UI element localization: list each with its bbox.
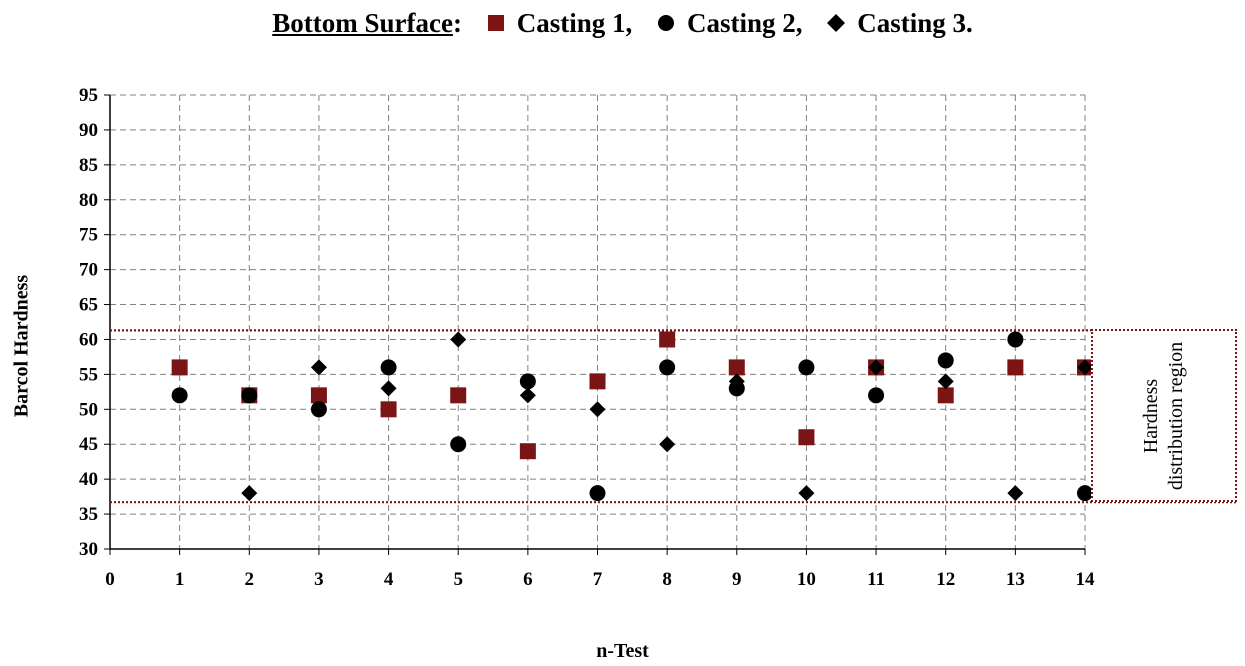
point-casting-1 [310, 387, 327, 404]
point-casting-2 [798, 359, 815, 376]
point-casting-1 [380, 401, 397, 418]
x-tick-label: 10 [797, 569, 816, 590]
x-tick-label: 2 [245, 569, 255, 590]
point-casting-3 [868, 359, 885, 376]
y-tick-label: 65 [79, 295, 98, 316]
x-tick-label: 6 [523, 569, 533, 590]
point-casting-1 [1007, 359, 1024, 376]
x-tick-label: 12 [936, 569, 955, 590]
y-tick-label: 75 [79, 225, 98, 246]
y-tick-label: 80 [79, 190, 98, 211]
y-axis-label-text: Barcol Hardness [10, 274, 33, 418]
legend-entry-casting-1: Casting 1, [516, 8, 633, 38]
point-casting-2 [1007, 331, 1024, 348]
y-tick-label: 45 [79, 434, 98, 455]
x-tick-label: 1 [175, 569, 185, 590]
legend-entry-casting-3: Casting 3. [857, 8, 973, 38]
point-casting-1 [171, 359, 188, 376]
chart-title: Bottom Surface: Casting 1, Casting 2, Ca… [0, 8, 1245, 43]
x-axis-label: n-Test [596, 640, 649, 662]
y-tick-label: 50 [79, 399, 98, 420]
point-casting-1 [450, 387, 467, 404]
title-text: Bottom Surface [272, 8, 453, 38]
point-casting-1 [937, 387, 954, 404]
point-casting-1 [798, 429, 815, 446]
legend-circle-icon [657, 8, 675, 39]
point-casting-3 [659, 436, 676, 453]
point-casting-2 [450, 436, 467, 453]
point-casting-1 [659, 331, 676, 348]
y-tick-label: 90 [79, 120, 98, 141]
data-points [171, 331, 1093, 502]
point-casting-3 [310, 359, 327, 376]
x-tick-labels: 0 1 2 3 4 5 6 7 8 9 10 11 12 13 14 [105, 569, 1095, 590]
point-casting-1 [519, 443, 536, 460]
point-casting-1 [589, 373, 606, 390]
point-casting-2 [310, 401, 327, 418]
y-tick-label: 30 [79, 539, 98, 560]
y-tick-label: 95 [79, 85, 98, 106]
y-tick-labels: 30 35 40 45 50 55 60 65 70 75 80 85 90 95 [79, 85, 98, 560]
x-tick-label: 9 [732, 569, 742, 590]
x-tick-label: 14 [1076, 569, 1096, 590]
point-casting-3 [241, 485, 258, 502]
point-casting-2 [659, 359, 676, 376]
point-casting-3 [728, 373, 745, 390]
point-casting-3 [1077, 359, 1093, 376]
point-casting-2 [519, 373, 536, 390]
point-casting-2 [380, 359, 397, 376]
point-casting-3 [1007, 485, 1024, 502]
point-casting-1 [728, 359, 745, 376]
gridlines [110, 94, 1086, 549]
legend-entry-casting-2: Casting 2, [686, 8, 803, 38]
y-tick-label: 35 [79, 504, 98, 525]
region-label-box: Hardness distribution region [1091, 329, 1237, 502]
x-tick-label: 8 [662, 569, 672, 590]
x-tick-label: 13 [1006, 569, 1025, 590]
title-colon: : [452, 8, 462, 38]
y-tick-label: 60 [79, 329, 98, 350]
x-tick-label: 5 [453, 569, 463, 590]
region-label-text: Hardness distribution region [1140, 341, 1187, 490]
x-tick-label: 3 [314, 569, 324, 590]
point-casting-2 [1077, 485, 1093, 502]
x-tick-label: 7 [593, 569, 603, 590]
point-casting-3 [171, 387, 188, 404]
y-tick-label: 85 [79, 155, 98, 176]
point-casting-3 [798, 485, 815, 502]
axes [104, 94, 1086, 555]
point-casting-2 [241, 387, 258, 404]
x-tick-label: 4 [384, 569, 394, 590]
y-tick-label: 70 [79, 260, 98, 281]
hardness-region [110, 329, 1237, 504]
point-casting-3 [380, 380, 397, 397]
point-casting-3 [589, 401, 606, 418]
point-casting-3 [937, 373, 954, 390]
y-tick-label: 55 [79, 364, 98, 385]
x-tick-label: 11 [867, 569, 885, 590]
point-casting-3 [519, 387, 536, 404]
legend-square-icon [487, 8, 505, 39]
legend-diamond-icon [827, 8, 846, 39]
point-casting-2 [937, 352, 954, 369]
y-tick-label: 40 [79, 469, 98, 490]
x-tick-label: 0 [105, 569, 115, 590]
point-casting-3 [450, 331, 467, 348]
point-casting-2 [589, 485, 606, 502]
point-casting-2 [868, 387, 885, 404]
